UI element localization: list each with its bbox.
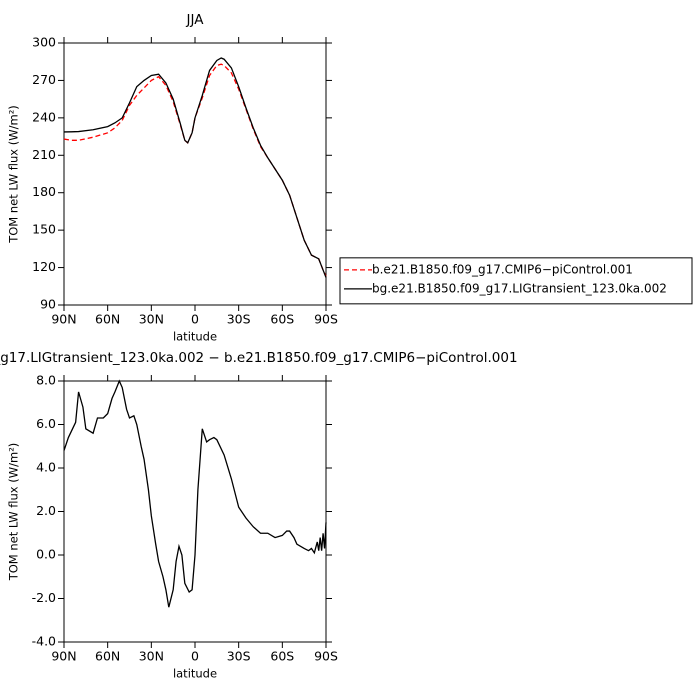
x-tick-label: 30N [139,649,164,664]
x-tick-label: 90S [314,312,338,327]
y-axis-label: TOM net LW flux (W/m²) [7,443,21,582]
x-tick-label: 90N [51,649,76,664]
x-axis-label: latitude [173,330,217,344]
y-tick-label: 0.0 [36,547,56,562]
x-tick-label: 0 [191,649,199,664]
x-tick-label: 60S [270,649,294,664]
x-tick-label: 60S [270,312,294,327]
y-tick-label: 150 [32,222,56,237]
chart-title: bg.e21.B1850.f09_g17.LIGtransient_123.0k… [0,350,518,366]
chart-title: JJA [186,12,205,28]
y-tick-label: 240 [32,109,56,124]
x-tick-label: 90N [51,312,76,327]
y-tick-label: 90 [40,297,56,312]
y-tick-label: -4.0 [32,634,56,649]
x-tick-label: 30N [139,312,164,327]
y-tick-label: 270 [32,72,56,87]
x-tick-label: 60N [95,312,120,327]
x-tick-label: 90S [314,649,338,664]
y-tick-label: 2.0 [36,503,56,518]
plot-frame [63,380,327,643]
data-line [63,379,327,608]
y-tick-label: 120 [32,259,56,274]
data-line [63,63,327,277]
legend-label: bg.e21.B1850.f09_g17.LIGtransient_123.0k… [372,281,667,295]
x-tick-label: 30S [227,312,251,327]
y-tick-label: 210 [32,147,56,162]
legend-box [339,257,693,305]
y-axis-label: TOM net LW flux (W/m²) [7,105,21,244]
legend-label: b.e21.B1850.f09_g17.CMIP6−piControl.001 [372,262,633,276]
data-line [63,57,327,278]
x-tick-label: 60N [95,649,120,664]
x-tick-label: 30S [227,649,251,664]
y-tick-label: 6.0 [36,416,56,431]
y-tick-label: 8.0 [36,373,56,388]
x-tick-label: 0 [191,312,199,327]
y-tick-label: -2.0 [32,590,56,605]
x-axis-label: latitude [173,667,217,681]
y-tick-label: 300 [32,35,56,50]
y-tick-label: 180 [32,184,56,199]
plot-frame [63,42,327,306]
y-tick-label: 4.0 [36,460,56,475]
